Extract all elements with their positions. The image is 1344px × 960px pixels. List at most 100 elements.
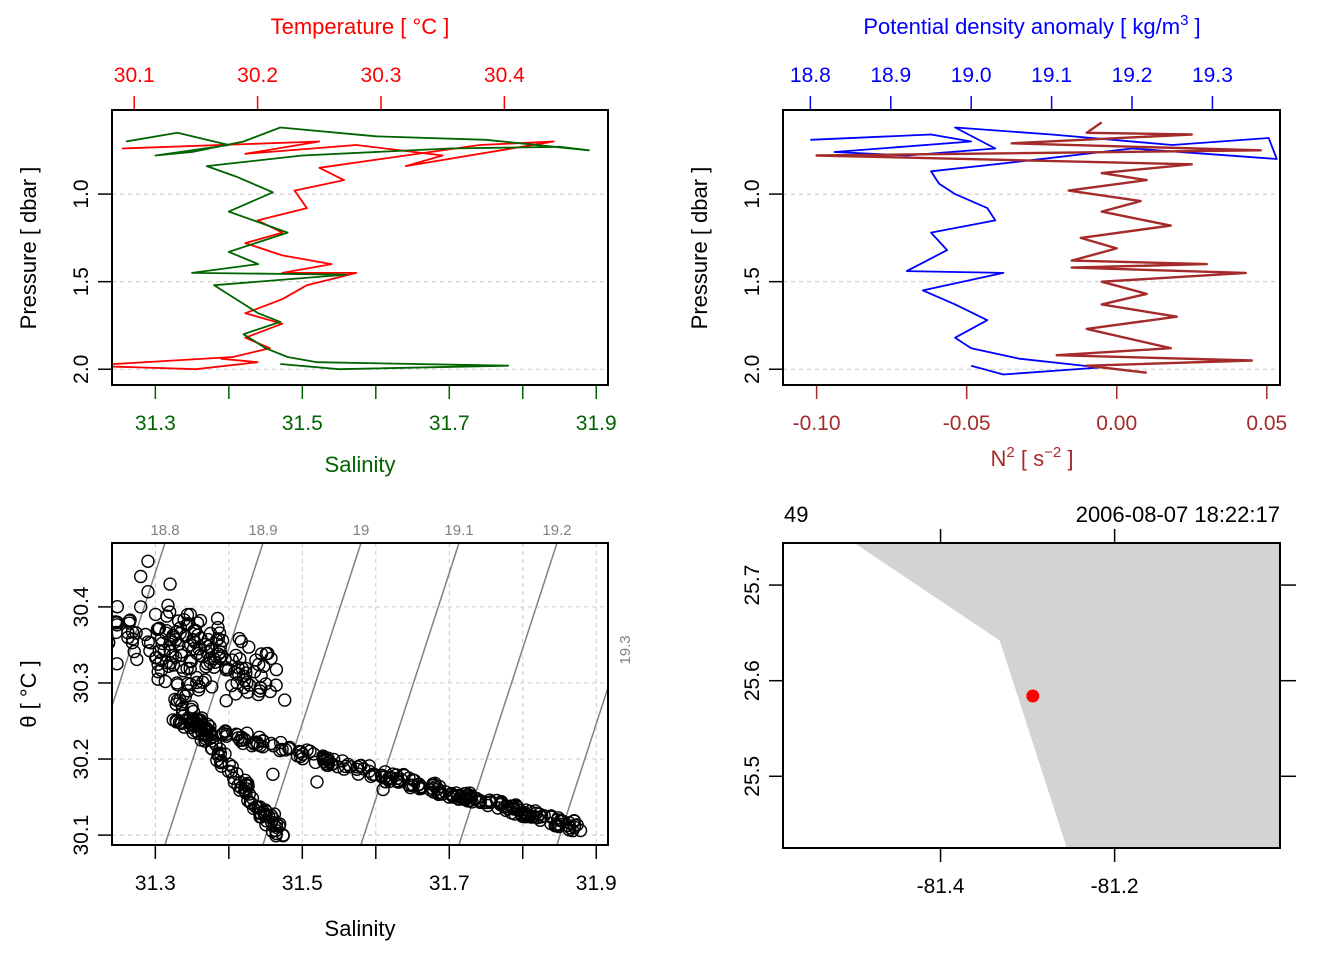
ts-point <box>154 653 168 667</box>
map-frame <box>782 542 1281 849</box>
temperature-tick-label: 30.4 <box>484 64 525 87</box>
ts-point <box>354 758 368 773</box>
ts-point <box>269 678 283 692</box>
ts-point <box>303 744 317 758</box>
ts-point <box>402 778 416 792</box>
plot-frame <box>111 542 609 846</box>
isopycnal-label: 19 <box>353 522 370 539</box>
n2-n: N <box>991 446 1007 471</box>
ts-point <box>205 742 220 756</box>
ts-point <box>264 815 279 830</box>
ts-point <box>310 775 324 789</box>
ts-point <box>269 662 284 677</box>
ts-point <box>282 742 296 756</box>
n2-tick-label: -0.05 <box>943 412 991 435</box>
ts-point <box>112 627 113 634</box>
ts-point <box>190 616 205 630</box>
ts-point <box>325 757 339 771</box>
ts-point <box>244 796 259 811</box>
pressure-axis: 1.0 1.5 2.0 <box>70 179 112 384</box>
isopycnal-line <box>112 543 166 709</box>
ts-point <box>343 760 358 774</box>
ts-point <box>97 645 109 657</box>
temperature-tick-label: 30.1 <box>114 64 155 87</box>
density-tick-label: 18.8 <box>790 64 831 87</box>
ts-point <box>237 680 251 695</box>
theta-tick-label: 30.3 <box>70 663 93 704</box>
map-axes: -81.4 -81.2 25.5 25.6 25.7 <box>741 529 1296 898</box>
salinity-tick-label: 31.7 <box>429 412 470 435</box>
pressure-tick-label: 1.5 <box>70 267 93 296</box>
ts-point <box>112 600 124 614</box>
station-time: 2006-08-07 18:22:17 <box>1076 502 1280 527</box>
ts-point <box>151 672 165 686</box>
ts-point <box>151 622 166 636</box>
ts-point <box>249 653 263 667</box>
ts-point <box>235 730 249 744</box>
station-dot <box>1026 689 1040 703</box>
ts-point <box>234 781 248 795</box>
plot-frame <box>111 109 609 386</box>
latitude-tick-label: 25.7 <box>741 565 764 606</box>
pressure-tick-label: 2.0 <box>741 355 764 384</box>
ts-point <box>191 718 206 732</box>
superscript-minus2: −2 <box>1044 444 1061 461</box>
ts-point <box>320 753 334 767</box>
ts-point <box>184 654 198 669</box>
ts-point <box>264 808 278 823</box>
ts-point <box>233 652 247 666</box>
isopycnal-label: 18.9 <box>248 522 277 539</box>
ts-point <box>520 807 534 822</box>
pressure-gridlines <box>783 193 1280 370</box>
density-axis: 18.8 18.9 19.0 19.1 19.2 19.3 <box>790 64 1233 110</box>
ts-point <box>141 635 155 649</box>
ts-point <box>269 820 284 835</box>
isopycnal-label: 19.3 <box>617 635 634 664</box>
theta-tick-label: 30.2 <box>70 739 93 780</box>
pressure-gridlines <box>112 193 608 370</box>
salinity-axis: 31.3 31.5 31.7 31.9 <box>135 845 617 895</box>
ts-point <box>229 648 243 663</box>
station-number: 49 <box>784 502 808 527</box>
ts-point <box>177 708 191 723</box>
ts-point <box>186 704 201 719</box>
ts-point <box>133 600 148 614</box>
land-polygon <box>854 543 1280 848</box>
n2-unit: [ s <box>1015 446 1044 471</box>
ts-point <box>148 607 163 622</box>
ts-point <box>239 782 253 796</box>
ts-point <box>269 826 283 841</box>
density-axis-title-text: Potential density anomaly [ kg/m <box>863 14 1180 39</box>
ts-point <box>403 780 418 795</box>
ts-point <box>154 663 169 677</box>
ts-points <box>96 554 588 843</box>
ts-point <box>112 637 116 649</box>
theta-axis: 30.1 30.2 30.3 30.4 <box>70 586 112 856</box>
bracket: ] <box>1188 14 1200 39</box>
ts-point <box>96 643 108 655</box>
density-axis-title: Potential density anomaly [ kg/m3 ] <box>863 12 1200 39</box>
isopycnal-line <box>360 543 460 845</box>
ts-point <box>456 792 471 806</box>
ts-point <box>127 644 141 659</box>
salinity-tick-label: 31.3 <box>135 412 176 435</box>
temperature-tick-label: 30.3 <box>361 64 402 87</box>
n2-tick-label: -0.10 <box>793 412 841 435</box>
salinity-tick-label: 31.7 <box>429 872 470 895</box>
ts-point <box>141 554 155 568</box>
bracket: ] <box>1061 446 1073 471</box>
ts-point <box>276 828 290 842</box>
ts-point <box>511 801 525 815</box>
ts-point <box>141 585 155 599</box>
ts-point <box>193 713 208 727</box>
salinity-axis-title: Salinity <box>325 452 396 477</box>
density-tick-label: 19.2 <box>1112 64 1153 87</box>
ts-point <box>518 810 532 824</box>
ts-point <box>174 648 189 663</box>
ts-point <box>522 809 536 824</box>
panel-temperature-salinity-profile: Temperature [ °C ] 30.1 30.2 30.3 30.4 31.3… <box>16 14 617 477</box>
density-tick-label: 19.3 <box>1192 64 1233 87</box>
ts-point <box>266 767 280 781</box>
isopycnal-labels: 18.8 18.9 19 19.1 19.2 19.3 <box>150 522 634 665</box>
ts-point <box>98 627 110 639</box>
